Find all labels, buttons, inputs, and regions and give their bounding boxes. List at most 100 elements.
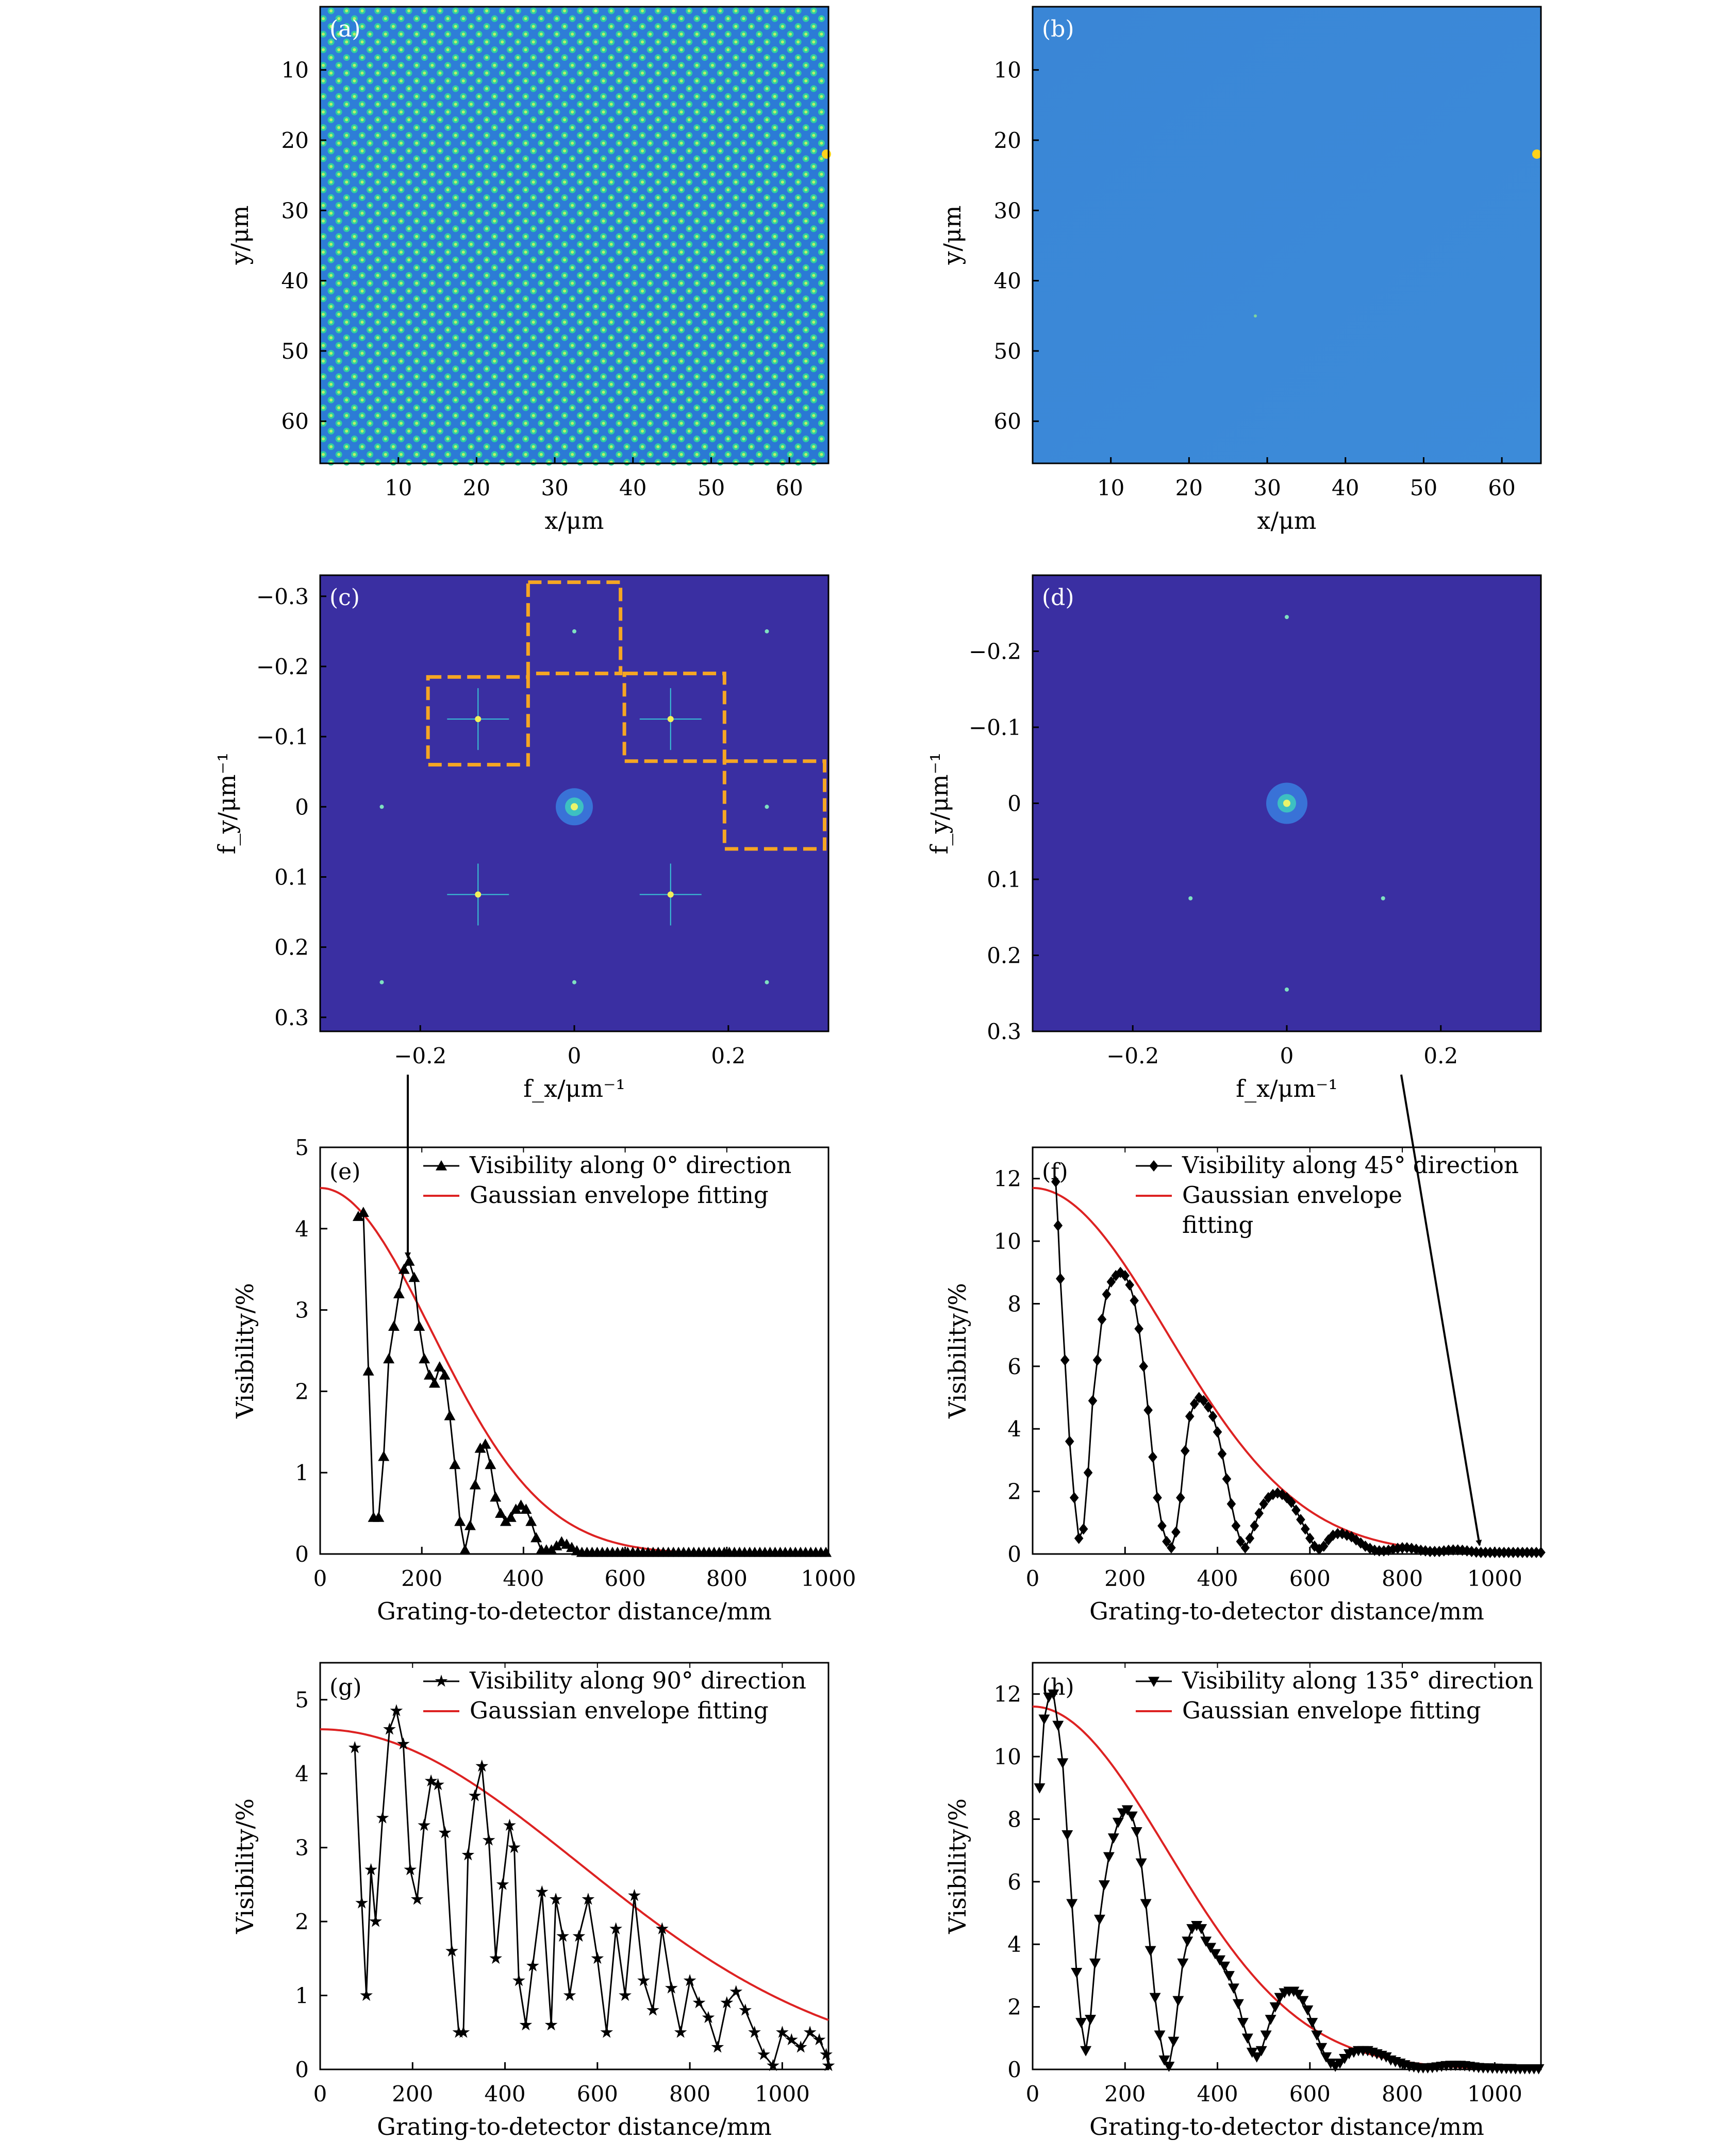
data-point: [503, 1818, 516, 1831]
data-point: [1218, 1961, 1230, 1972]
data-point: [822, 2059, 835, 2071]
data-point: [444, 1410, 456, 1420]
spectral-peak: [1266, 782, 1307, 824]
y-axis-label: f_y/μm⁻¹: [213, 753, 241, 855]
data-point: [1071, 1968, 1083, 1978]
x-axis-label: f_x/μm⁻¹: [523, 1075, 625, 1102]
data-point: [1240, 1542, 1250, 1553]
x-axis-label: f_x/μm⁻¹: [1236, 1075, 1338, 1102]
data-point: [1292, 1990, 1304, 2000]
data-point: [1508, 1546, 1518, 1558]
data-point: [397, 1737, 410, 1750]
y-tick-label: 0: [1007, 2057, 1021, 2082]
data-point: [812, 2033, 826, 2046]
data-point: [1135, 1858, 1147, 1869]
data-point: [619, 1988, 632, 2001]
data-point: [373, 1511, 385, 1522]
x-tick-label: 200: [1104, 1566, 1146, 1591]
data-point: [482, 1833, 495, 1846]
data-point: [1430, 1546, 1439, 1558]
data-point: [1214, 1955, 1226, 1966]
data-point: [1504, 1546, 1514, 1558]
data-point: [1196, 1924, 1207, 1934]
data-point: [1111, 1269, 1121, 1281]
data-point: [1106, 1276, 1116, 1288]
data-point: [362, 1365, 374, 1376]
data-point: [1148, 1451, 1157, 1463]
y-tick-label: 40: [281, 269, 309, 294]
hot-pixel: [822, 149, 831, 159]
panel-e: 0 200 400 600 800 1000 0 1 2 3 4 5 Visibility along …: [231, 1135, 856, 1625]
plot-frame: [319, 1662, 830, 2070]
y-tick-label: 4: [1007, 1416, 1021, 1442]
data-point: [1536, 1546, 1546, 1558]
legend-label-data: Visibility along 45° direction: [1182, 1151, 1519, 1179]
data-point: [1374, 1545, 1384, 1557]
y-tick-label: −0.2: [969, 639, 1021, 664]
data-point: [408, 1272, 420, 1282]
x-tick-label: 600: [605, 1566, 646, 1591]
data-point: [1393, 1543, 1402, 1555]
spectral-peak: [1285, 615, 1289, 620]
y-tick-label: 0.2: [274, 935, 309, 960]
data-point: [1476, 1546, 1486, 1558]
legend-label-fit: Gaussian envelope: [1182, 1181, 1402, 1209]
y-tick-label: 60: [994, 409, 1021, 434]
spectral-peak: [639, 688, 702, 750]
y-tick-label: 2: [1007, 1479, 1021, 1505]
data-point: [413, 1321, 425, 1331]
x-tick-label: 0: [1026, 2081, 1040, 2107]
data-point: [1319, 1540, 1329, 1552]
data-point: [1453, 1544, 1463, 1556]
legend-label-fit: Gaussian envelope fitting: [1182, 1697, 1481, 1724]
data-point: [1125, 1279, 1135, 1291]
data-point: [1130, 1295, 1139, 1307]
spectral-peak: [572, 629, 576, 633]
y-tick-label: 10: [281, 58, 309, 83]
panel-label: (d): [1042, 584, 1074, 611]
data-point: [1051, 1176, 1060, 1188]
spectral-peak: [765, 805, 769, 809]
data-point: [1518, 1546, 1527, 1558]
x-tick-label: 800: [669, 2081, 710, 2107]
data-point: [794, 2041, 807, 2053]
data-point: [423, 1369, 435, 1380]
data-point: [1448, 1544, 1458, 1556]
legend-label-fit: Gaussian envelope fitting: [470, 1181, 769, 1209]
panel-f: 0 200 400 600 800 1000 0 2 4 6 8 10 12 Visibility alo…: [943, 1146, 1546, 1625]
legend-marker: [435, 1675, 448, 1687]
y-tick-label: 0: [295, 1542, 309, 1567]
data-point: [1061, 1830, 1073, 1841]
panel-d: −0.2 0 0.2 −0.2 −0.1 0 0.1 0.2 0.3 (d) f_x/μm⁻¹ f_y…: [925, 574, 1542, 1102]
y-tick-label: 60: [281, 409, 309, 434]
data-point: [1177, 1958, 1189, 1969]
y-tick-label: 6: [1007, 1869, 1021, 1895]
panel-label: (c): [329, 584, 360, 611]
panel-label: (f): [1042, 1159, 1068, 1185]
data-point: [1103, 1852, 1115, 1863]
data-point: [468, 1789, 482, 1801]
panel-label: (b): [1042, 16, 1074, 42]
x-tick-label: 600: [577, 2081, 618, 2107]
data-point: [439, 1369, 451, 1380]
data-point: [418, 1818, 430, 1831]
data-point: [1320, 2052, 1332, 2063]
y-tick-label: 5: [295, 1687, 309, 1713]
data-point: [665, 1981, 678, 1994]
data-point: [496, 1878, 509, 1890]
data-point: [711, 2041, 724, 2053]
x-tick-label: 400: [1197, 1566, 1238, 1591]
data-point: [767, 2059, 779, 2071]
data-point: [525, 1515, 537, 1526]
y-tick-label: 20: [994, 128, 1021, 153]
x-axis-label: x/μm: [1257, 507, 1317, 534]
y-axis-label: Visibility/%: [943, 1798, 971, 1934]
data-point: [1513, 1546, 1522, 1558]
speck: [1254, 314, 1257, 317]
data-point: [530, 1532, 542, 1543]
data-point: [820, 2048, 833, 2060]
x-tick-label: 0.2: [711, 1043, 745, 1068]
data-point: [535, 1885, 549, 1898]
y-tick-label: 8: [1007, 1291, 1021, 1316]
